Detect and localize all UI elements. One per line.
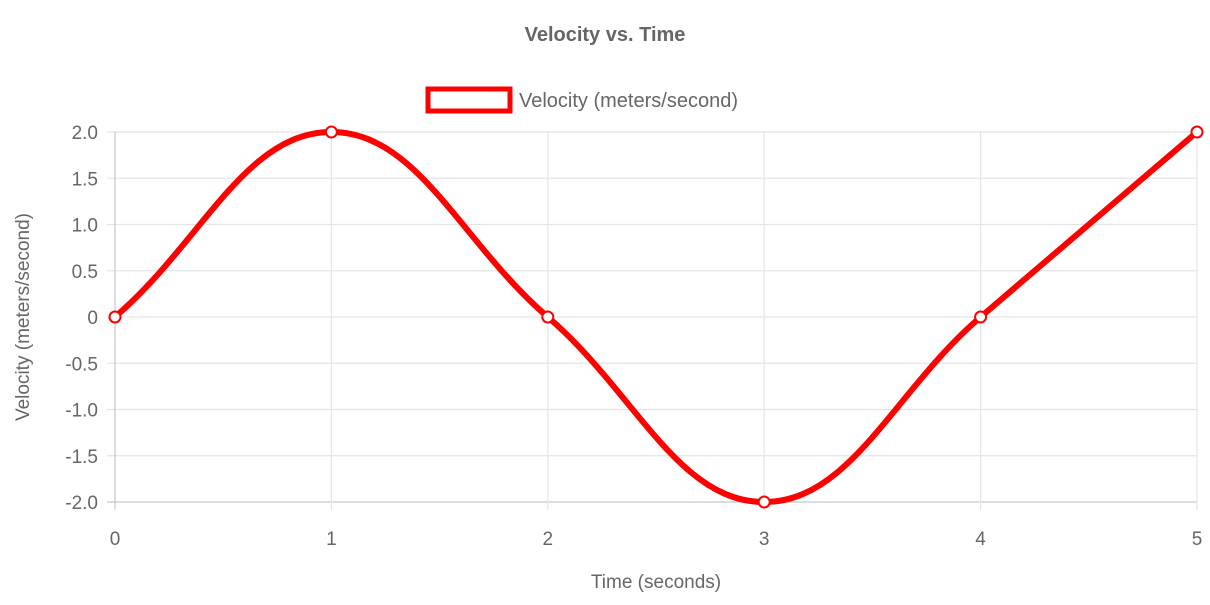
y-tick-label: -0.5: [65, 354, 98, 375]
y-tick-label: 1.5: [72, 169, 98, 190]
legend-swatch: [425, 86, 513, 114]
data-point[interactable]: [974, 310, 988, 324]
data-point[interactable]: [541, 310, 555, 324]
x-axis-title: Time (seconds): [591, 572, 721, 593]
y-tick-label: 2.0: [72, 123, 98, 144]
x-tick-label: 1: [326, 529, 337, 550]
data-point[interactable]: [324, 125, 338, 139]
y-tick-label: -1.5: [65, 447, 98, 468]
x-axis-ticks: 0 1 2 3 4 5: [110, 529, 1203, 550]
y-tick-label: -2.0: [65, 493, 98, 514]
data-point[interactable]: [757, 495, 771, 509]
data-point[interactable]: [108, 310, 122, 324]
y-tick-label: 1.0: [72, 216, 98, 237]
grid: [107, 131, 1198, 510]
y-axis-ticks: 2.0 1.5 1.0 0.5 0 -0.5 -1.0 -1.5 -2.0: [65, 123, 98, 514]
x-tick-label: 4: [975, 529, 986, 550]
x-tick-label: 5: [1192, 529, 1203, 550]
legend-label: Velocity (meters/second): [519, 90, 738, 112]
y-tick-label: 0.5: [72, 262, 98, 283]
x-tick-label: 2: [543, 529, 554, 550]
y-axis-title: Velocity (meters/second): [13, 213, 34, 421]
y-tick-label: 0: [87, 308, 98, 329]
legend[interactable]: Velocity (meters/second): [425, 86, 738, 114]
x-tick-label: 3: [759, 529, 770, 550]
data-point[interactable]: [1190, 125, 1204, 139]
x-tick-label: 0: [110, 529, 121, 550]
chart-title: Velocity vs. Time: [525, 24, 686, 46]
y-tick-label: -1.0: [65, 401, 98, 422]
series-line: [112, 129, 1200, 505]
data-points: [108, 125, 1204, 509]
